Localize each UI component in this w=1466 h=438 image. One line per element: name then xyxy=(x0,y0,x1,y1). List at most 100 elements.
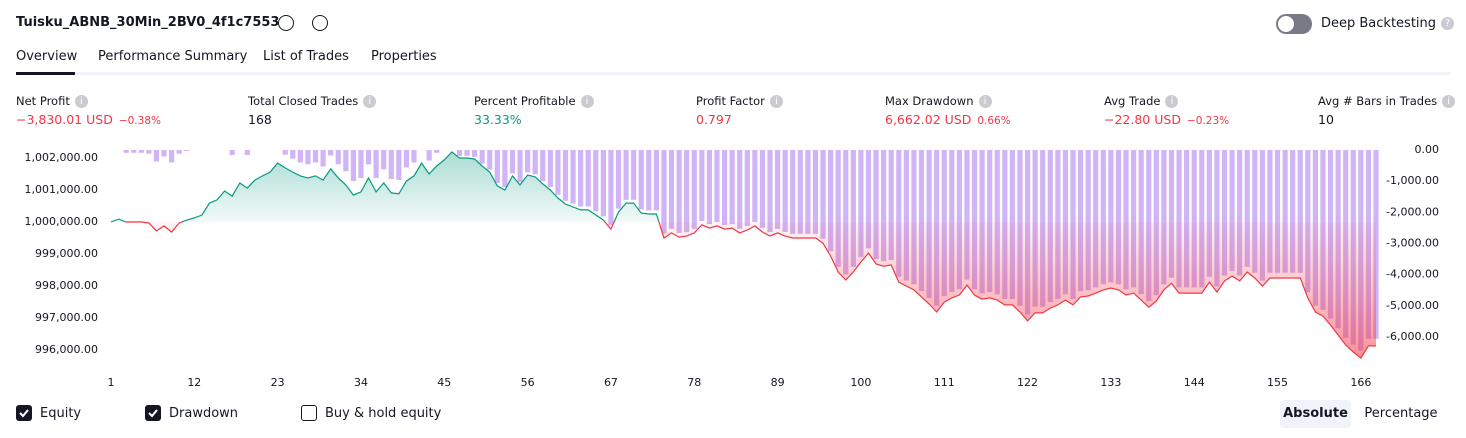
x-tick-label: 111 xyxy=(934,376,955,389)
label: Deep Backtesting xyxy=(1321,16,1437,31)
x-tick-label: 12 xyxy=(187,376,201,389)
drawdown-bar xyxy=(971,150,978,290)
y-tick-label: 998,000.00 xyxy=(35,279,98,292)
drawdown-bar xyxy=(1237,150,1243,276)
drawdown-bar xyxy=(146,150,152,154)
tab[interactable]: Performance Summary xyxy=(98,49,248,64)
metric-value: −3,830.01 USD −0.38% xyxy=(16,112,161,127)
equity-area xyxy=(111,151,1376,359)
drawdown-bar xyxy=(668,150,675,229)
y-tick-label: 996,000.00 xyxy=(35,343,98,356)
drawdown-bar xyxy=(328,150,334,156)
help-icon[interactable]: i xyxy=(1442,95,1456,108)
help-icon[interactable]: i xyxy=(74,95,88,108)
x-tick-label: 34 xyxy=(354,376,368,389)
metric-value: −22.80 USD −0.23% xyxy=(1104,112,1229,127)
legend-toggle[interactable]: Buy & hold equity xyxy=(301,405,441,421)
metric-name: Avg # Bars in Trades xyxy=(1318,94,1438,108)
help-icon[interactable]: i xyxy=(580,95,594,108)
drawdown-bar xyxy=(797,150,803,234)
drawdown-bar xyxy=(903,150,909,281)
drawdown-bar xyxy=(578,150,584,207)
drawdown-bar xyxy=(403,150,410,168)
drawdown-bar xyxy=(1168,150,1175,278)
y-tick-label: 1,001,000.00 xyxy=(25,183,98,196)
drawdown-bar xyxy=(1252,150,1258,273)
drawdown-bar xyxy=(987,150,993,293)
checkbox[interactable] xyxy=(301,405,317,421)
x-tick-label: 78 xyxy=(687,376,701,389)
legend-toggle[interactable]: Equity xyxy=(16,405,81,421)
x-tick-label: 89 xyxy=(771,376,785,389)
help-icon[interactable]: i xyxy=(1165,95,1179,108)
drawdown-bar xyxy=(858,150,864,258)
drawdown-bar xyxy=(828,150,834,252)
drawdown-bar xyxy=(638,150,644,210)
metric-label: Total Closed Trades i xyxy=(248,94,377,108)
tab[interactable]: Overview xyxy=(16,49,78,64)
drawdown-bar xyxy=(1199,150,1205,288)
x-tick-label: 67 xyxy=(604,376,618,389)
metric-number: 10 xyxy=(1318,112,1334,127)
y2-tick-label: -3,000.00 xyxy=(1386,236,1439,249)
metric-name: Total Closed Trades xyxy=(248,94,359,108)
help-icon[interactable]: ? xyxy=(1441,17,1455,30)
drawdown-bar xyxy=(509,150,516,174)
help-icon[interactable]: i xyxy=(363,95,377,108)
metric-number: 0.797 xyxy=(696,112,732,127)
legend-toggle[interactable]: Drawdown xyxy=(145,405,238,421)
drawdown-bar xyxy=(456,150,463,156)
drawdown-bar xyxy=(979,150,985,294)
help-icon[interactable]: i xyxy=(978,95,992,108)
drawdown-bar xyxy=(350,150,356,182)
x-tick-label: 45 xyxy=(437,376,451,389)
drawdown-bar xyxy=(1176,150,1182,288)
drawdown-bar xyxy=(714,150,720,222)
y2-tick-label: -6,000.00 xyxy=(1386,330,1439,343)
drawdown-bar xyxy=(752,150,758,222)
mode-button[interactable]: Absolute xyxy=(1280,400,1351,428)
drawdown-bar xyxy=(1108,150,1114,283)
legend-label: Buy & hold equity xyxy=(325,406,442,421)
settings-icon[interactable] xyxy=(278,15,294,31)
help-icon[interactable]: i xyxy=(769,95,783,108)
drawdown-bar xyxy=(631,150,637,200)
metric-name: Percent Profitable xyxy=(474,94,576,108)
drawdown-bar xyxy=(282,150,288,155)
metric-label: Percent Profitable i xyxy=(474,94,594,108)
drawdown-bar xyxy=(464,150,470,156)
drawdown-bar xyxy=(774,150,781,229)
checkbox[interactable] xyxy=(16,405,32,421)
metric-number: −3,830.01 USD xyxy=(16,112,113,127)
y2-tick-label: -1,000.00 xyxy=(1386,174,1439,187)
y2-tick-label: -4,000.00 xyxy=(1386,268,1439,281)
drawdown-bar xyxy=(305,150,311,165)
drawdown-bar xyxy=(290,150,296,159)
metric-number: 6,662.02 USD xyxy=(885,112,972,127)
drawdown-bar xyxy=(1161,150,1167,285)
metric-name: Avg Trade xyxy=(1104,94,1161,108)
drawdown-bar xyxy=(608,150,614,226)
x-tick-label: 144 xyxy=(1184,376,1205,389)
x-tick-label: 56 xyxy=(521,376,535,389)
drawdown-bar xyxy=(729,150,735,225)
drawdown-bar xyxy=(123,150,129,153)
drawdown-bar xyxy=(850,150,856,267)
tab[interactable]: List of Trades xyxy=(263,49,349,64)
drawdown-bar xyxy=(168,150,175,163)
drawdown-bar xyxy=(1214,150,1220,287)
drawdown-bar xyxy=(570,150,576,204)
drawdown-bar xyxy=(153,150,160,162)
x-tick-label: 133 xyxy=(1100,376,1121,389)
metric-value: 0.797 xyxy=(696,112,732,127)
x-tick-label: 100 xyxy=(850,376,871,389)
drawdown-bar xyxy=(759,150,766,228)
legend-label: Drawdown xyxy=(169,406,239,421)
drawdown-bar xyxy=(721,150,728,226)
y-tick-label: 999,000.00 xyxy=(35,247,98,260)
deep-backtesting-toggle[interactable] xyxy=(1276,14,1312,34)
mode-button[interactable]: Percentage xyxy=(1364,406,1438,421)
tab[interactable]: Properties xyxy=(371,49,437,64)
alert-icon[interactable] xyxy=(312,15,328,31)
checkbox[interactable] xyxy=(145,405,161,421)
